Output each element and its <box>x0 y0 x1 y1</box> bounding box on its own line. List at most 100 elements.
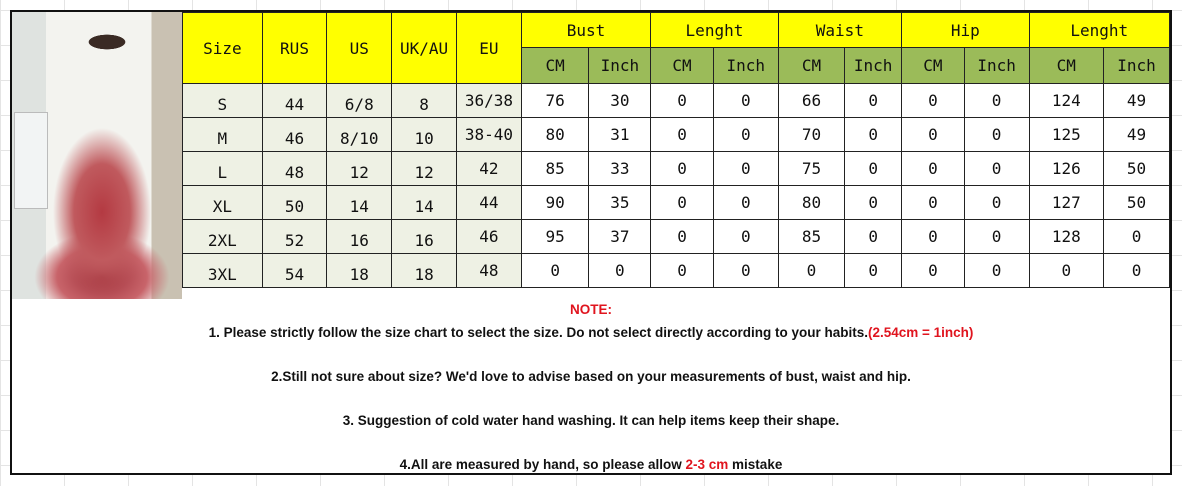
door <box>14 112 48 209</box>
cell-value: 0 <box>901 83 965 118</box>
subheader-inch: Inch <box>588 47 652 84</box>
table-row: M 46 8/10 10 38-40 80 31 0 0 70 0 0 0 125 49 <box>182 117 1170 152</box>
subheader-inch: Inch <box>844 47 903 84</box>
note-4-text: 4.All are measured by hand, so please al… <box>399 457 686 472</box>
cell-us: 16 <box>326 219 393 254</box>
cell-value: 0 <box>844 219 903 254</box>
cell-us: 14 <box>326 185 393 220</box>
note-4-end: mistake <box>728 457 783 472</box>
cell-value: 0 <box>777 253 846 288</box>
cell-value: 85 <box>777 219 846 254</box>
product-photo <box>12 12 182 299</box>
cell-value: 0 <box>1028 253 1105 288</box>
cell-value: 0 <box>650 219 714 254</box>
cell-us: 6/8 <box>326 83 393 118</box>
cell-size: L <box>182 151 263 186</box>
note-3: 3. Suggestion of cold water hand washing… <box>342 413 840 428</box>
cell-value: 33 <box>588 151 652 186</box>
note-1-text: 1. Please strictly follow the size chart… <box>208 325 868 340</box>
header-waist: Waist <box>777 12 903 48</box>
cell-value: 0 <box>712 151 779 186</box>
cell-value: 0 <box>712 185 779 220</box>
cell-us: 8/10 <box>326 117 393 152</box>
header-length: Lenght <box>650 12 779 48</box>
cell-value: 37 <box>588 219 652 254</box>
cell-eu: 48 <box>456 253 522 288</box>
cell-size: 2XL <box>182 219 263 254</box>
table-row: 2XL 52 16 16 46 95 37 0 0 85 0 0 0 128 0 <box>182 219 1170 254</box>
cell-us: 12 <box>326 151 393 186</box>
subheader-inch: Inch <box>1103 47 1170 84</box>
cell-value: 0 <box>963 151 1030 186</box>
note-4-red: 2-3 cm <box>685 457 729 472</box>
cell-value: 0 <box>901 117 965 152</box>
cell-value: 0 <box>650 151 714 186</box>
header-size: Size <box>182 12 263 84</box>
cell-value: 0 <box>650 185 714 220</box>
cell-value: 0 <box>1103 253 1170 288</box>
cell-size: S <box>182 83 263 118</box>
cell-eu: 42 <box>456 151 522 186</box>
cell-ukau: 12 <box>391 151 457 186</box>
header-hip: Hip <box>901 12 1030 48</box>
cell-value: 0 <box>963 117 1030 152</box>
cell-rus: 48 <box>261 151 328 186</box>
subheader-inch: Inch <box>963 47 1030 84</box>
size-chart: Size RUS US UK/AU EU Bust Lenght Waist H… <box>10 10 1172 475</box>
cell-value: 35 <box>588 185 652 220</box>
cell-value: 0 <box>712 117 779 152</box>
subheader-cm: CM <box>650 47 714 84</box>
cell-size: M <box>182 117 263 152</box>
cell-value: 0 <box>712 219 779 254</box>
cell-value: 124 <box>1028 83 1105 118</box>
cell-value: 30 <box>588 83 652 118</box>
cell-value: 0 <box>963 83 1030 118</box>
cell-value: 0 <box>844 83 903 118</box>
subheader-inch: Inch <box>712 47 779 84</box>
cell-value: 50 <box>1103 185 1170 220</box>
cell-value: 0 <box>901 253 965 288</box>
cell-eu: 46 <box>456 219 522 254</box>
cell-value: 0 <box>844 117 903 152</box>
cell-value: 0 <box>712 253 779 288</box>
cell-ukau: 14 <box>391 185 457 220</box>
note-1-red: (2.54cm = 1inch) <box>868 325 974 340</box>
cell-us: 18 <box>326 253 393 288</box>
cell-value: 125 <box>1028 117 1105 152</box>
cell-value: 49 <box>1103 117 1170 152</box>
cell-value: 80 <box>520 117 590 152</box>
cell-value: 0 <box>963 219 1030 254</box>
cell-value: 0 <box>712 83 779 118</box>
size-table: Size RUS US UK/AU EU Bust Lenght Waist H… <box>182 12 1170 288</box>
cell-value: 66 <box>777 83 846 118</box>
cell-value: 0 <box>963 253 1030 288</box>
subheader-cm: CM <box>901 47 965 84</box>
table-row: XL 50 14 14 44 90 35 0 0 80 0 0 0 127 50 <box>182 185 1170 220</box>
table-row: L 48 12 12 42 85 33 0 0 75 0 0 0 126 50 <box>182 151 1170 186</box>
cell-value: 0 <box>520 253 590 288</box>
cell-ukau: 10 <box>391 117 457 152</box>
cell-rus: 50 <box>261 185 328 220</box>
header-bust: Bust <box>520 12 652 48</box>
cell-ukau: 16 <box>391 219 457 254</box>
cell-value: 0 <box>901 151 965 186</box>
cell-value: 0 <box>650 117 714 152</box>
note-4: 4.All are measured by hand, so please al… <box>12 457 1170 472</box>
subheader-cm: CM <box>520 47 590 84</box>
cell-value: 50 <box>1103 151 1170 186</box>
cell-eu: 44 <box>456 185 522 220</box>
cell-ukau: 18 <box>391 253 457 288</box>
cell-rus: 44 <box>261 83 328 118</box>
table-row: S 44 6/8 8 36/38 76 30 0 0 66 0 0 0 124 49 <box>182 83 1170 118</box>
cell-value: 126 <box>1028 151 1105 186</box>
cell-value: 127 <box>1028 185 1105 220</box>
cell-rus: 52 <box>261 219 328 254</box>
cell-size: 3XL <box>182 253 263 288</box>
cell-rus: 46 <box>261 117 328 152</box>
cell-value: 0 <box>650 253 714 288</box>
subheader-cm: CM <box>777 47 846 84</box>
cell-value: 95 <box>520 219 590 254</box>
cell-rus: 54 <box>261 253 328 288</box>
cell-value: 70 <box>777 117 846 152</box>
header-ukau: UK/AU <box>391 12 457 84</box>
